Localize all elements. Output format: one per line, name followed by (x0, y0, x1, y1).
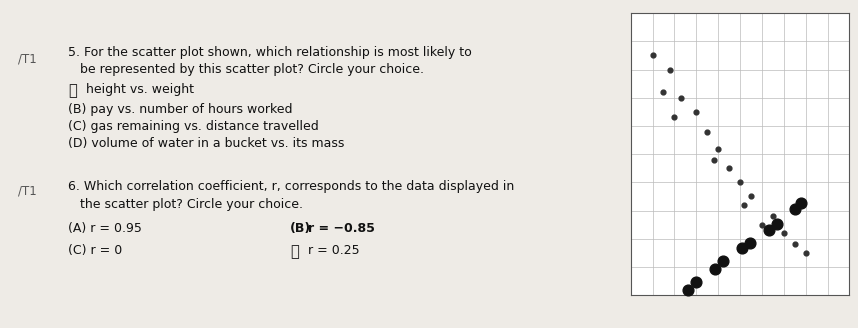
Text: (D) volume of water in a bucket vs. its mass: (D) volume of water in a bucket vs. its … (68, 137, 344, 150)
Text: (C) r = 0: (C) r = 0 (68, 244, 122, 257)
Point (799, 250, 813, 256)
Point (762, 227, 776, 232)
Point (646, 53, 660, 58)
Point (708, 266, 722, 272)
Point (663, 67, 677, 72)
Text: 5. For the scatter plot shown, which relationship is most likely to: 5. For the scatter plot shown, which rel… (68, 46, 472, 59)
Point (744, 194, 758, 199)
Text: the scatter plot? Circle your choice.: the scatter plot? Circle your choice. (68, 198, 303, 211)
Point (716, 258, 729, 264)
Point (777, 231, 791, 236)
Point (770, 222, 783, 227)
Point (794, 201, 807, 206)
Point (680, 287, 694, 293)
Point (690, 109, 704, 114)
Text: (A) r = 0.95: (A) r = 0.95 (68, 222, 142, 235)
Point (668, 115, 681, 120)
Point (738, 202, 752, 208)
Point (755, 222, 769, 227)
Point (707, 157, 721, 162)
Point (711, 146, 725, 151)
Point (766, 214, 780, 219)
Point (788, 242, 801, 247)
Text: 6. Which correlation coefficient, r, corresponds to the data displayed in: 6. Which correlation coefficient, r, cor… (68, 180, 514, 193)
Text: (B) pay vs. number of hours worked: (B) pay vs. number of hours worked (68, 103, 293, 116)
Point (789, 206, 802, 211)
Point (733, 180, 746, 185)
Point (674, 95, 688, 100)
Text: Ⓐ: Ⓐ (68, 83, 76, 98)
Point (700, 129, 714, 134)
Point (734, 245, 748, 251)
Text: /T1: /T1 (18, 185, 37, 198)
Point (656, 90, 670, 95)
Text: (C) gas remaining vs. distance travelled: (C) gas remaining vs. distance travelled (68, 120, 319, 133)
Point (689, 279, 703, 285)
Text: height vs. weight: height vs. weight (86, 83, 194, 96)
Text: (B): (B) (290, 222, 311, 235)
Text: be represented by this scatter plot? Circle your choice.: be represented by this scatter plot? Cir… (68, 63, 424, 76)
Text: /T1: /T1 (18, 52, 37, 65)
Point (743, 240, 757, 245)
Point (722, 166, 736, 171)
Text: r = −0.85: r = −0.85 (308, 222, 375, 235)
Text: ⓓ: ⓓ (290, 244, 299, 259)
Text: r = 0.25: r = 0.25 (308, 244, 360, 257)
